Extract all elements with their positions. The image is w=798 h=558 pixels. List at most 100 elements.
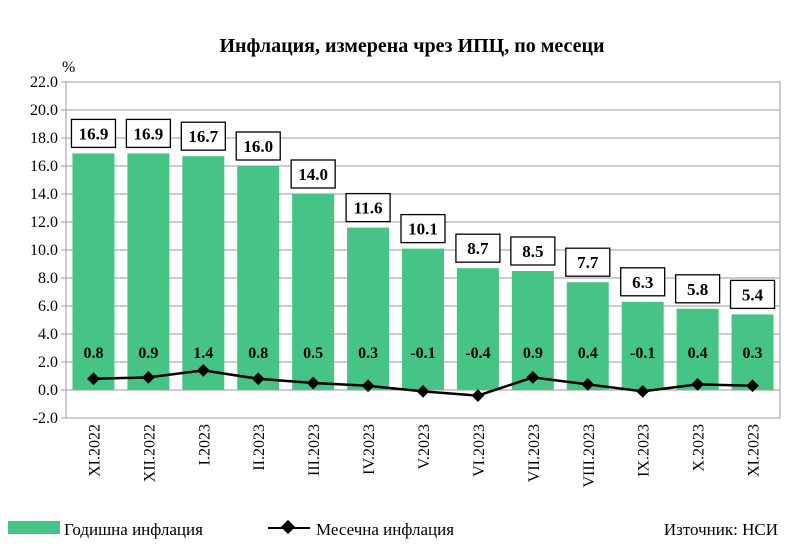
y-tick-label: 20.0 [30,102,58,119]
bar-label-box [729,279,776,310]
bar-value-label: 16.9 [134,124,164,143]
bar-value-label: 8.5 [522,242,543,261]
bar-value-label: 14.0 [298,165,328,184]
line-value-label: -0.1 [410,345,435,362]
line-marker [87,372,100,386]
line-value-label: 1.4 [193,345,213,362]
bar-value-label: 16.9 [79,124,109,143]
y-tick-label: 2.0 [38,354,58,371]
bar [456,268,499,390]
line-value-labels: 0.8 0.9 1.4 0.8 0.5 0.3 -0.1 -0.4 0.9 0.4 -0.1 0.4 0… [75,340,771,364]
y-tick-label: 6.0 [38,298,58,315]
x-category-label: XI.2023 [746,424,763,477]
bar-label-box [70,118,117,149]
y-tick-label: 16.0 [30,158,58,175]
line-marker [306,376,320,390]
y-axis-unit: % [62,59,75,76]
x-category-label: II.2023 [251,424,268,471]
legend-swatch-annual [8,521,60,534]
line-label-bg [734,340,771,364]
bar-value-labels: 16.9 16.9 16.7 16.0 14.0 11.6 10.1 8.7 8.5 7.7 6.3… [70,118,776,310]
bar [402,248,444,390]
bar-value-label: 11.6 [354,199,383,218]
line-label-bg [624,340,661,364]
y-tick-label: 8.0 [38,270,58,287]
x-category-label: III.2023 [306,424,323,476]
bar-label-box [674,274,721,304]
line-label-bg [185,340,222,364]
bar-value-label: 8.7 [467,239,489,258]
legend-swatch-monthly-marker [280,519,296,535]
line-marker [142,371,155,384]
bar-label-box [565,247,611,277]
line-label-bg [295,340,332,364]
bar-value-label: 16.7 [188,127,218,146]
bar [566,282,609,390]
x-axis-categories: XI.2022 XII.2022 I.2023 II.2023 III.2023 IV.2… [86,424,762,488]
y-tick-label: 14.0 [30,186,58,203]
y-axis-ticks: 22.0 20.0 18.0 16.0 14.0 12.0 10.0 8.0 6.0 4.0 2.0… [30,74,66,427]
x-category-label: X.2023 [691,424,708,472]
bar-label-box [290,159,336,189]
x-category-label: VI.2023 [471,424,488,477]
line-value-label: 0.4 [578,345,598,362]
bar-value-label: 7.7 [577,253,599,272]
line-value-label: 0.9 [523,345,543,362]
x-category-label: XII.2022 [141,424,158,482]
line-marker [361,379,375,393]
line-value-label: 0.3 [358,345,378,362]
y-tick-label: 18.0 [30,130,58,147]
line-value-label: 0.4 [688,345,708,362]
legend-label-annual: Годишна инфлация [64,520,203,539]
bar-value-label: 16.0 [243,137,273,156]
x-category-label: I.2023 [196,424,213,465]
line-label-bg [75,340,112,364]
x-category-label: V.2023 [416,424,433,470]
bar-label-box [125,118,172,149]
legend: Годишна инфлация Месечна инфлация [8,519,454,539]
x-category-label: XI.2022 [86,424,103,477]
line-value-label: 0.5 [303,345,323,362]
line-value-label: -0.4 [465,345,490,362]
bar-label-box [620,267,666,297]
line-value-label: 0.8 [248,345,268,362]
line-marker [196,364,210,377]
line-label-bg [350,340,387,364]
line-value-label: 0.9 [138,345,158,362]
line-value-label: 0.3 [743,345,763,362]
y-tick-label: 22.0 [30,74,58,91]
bar-label-box [235,131,281,161]
line-value-label: 0.8 [83,345,103,362]
bar-value-label: 5.8 [687,280,708,299]
y-tick-label: 4.0 [38,326,58,343]
bar-value-label: 5.4 [742,285,764,304]
bar-label-box [455,233,501,263]
monthly-line [87,364,759,402]
y-tick-label: 0.0 [38,382,58,399]
line-label-bg [514,340,551,364]
bar-label-box [400,213,446,244]
line-label-bg [130,340,167,364]
line-label-bg [405,340,441,364]
line-label-bg [240,340,277,364]
bar-value-label: 6.3 [632,273,653,292]
line-marker [416,385,430,398]
y-tick-label: -2.0 [33,410,58,427]
source-note: Източник: НСИ [664,520,778,539]
line-label-bg [459,340,496,364]
line-marker [471,389,485,402]
line-label-bg [569,340,606,364]
chart-title: Инфлация, измерена чрез ИПЦ, по месеци [219,35,604,57]
bar-value-label: 10.1 [408,220,438,239]
y-tick-label: 12.0 [30,214,58,231]
line-label-bg [679,340,716,364]
x-category-label: IV.2023 [361,424,378,475]
line-value-label: -0.1 [630,345,655,362]
bar-label-box [510,236,556,266]
bar [347,227,390,390]
bar [511,271,554,390]
x-category-label: VIII.2023 [581,424,598,488]
x-category-label: IX.2023 [636,424,653,477]
y-tick-label: 10.0 [30,242,58,259]
